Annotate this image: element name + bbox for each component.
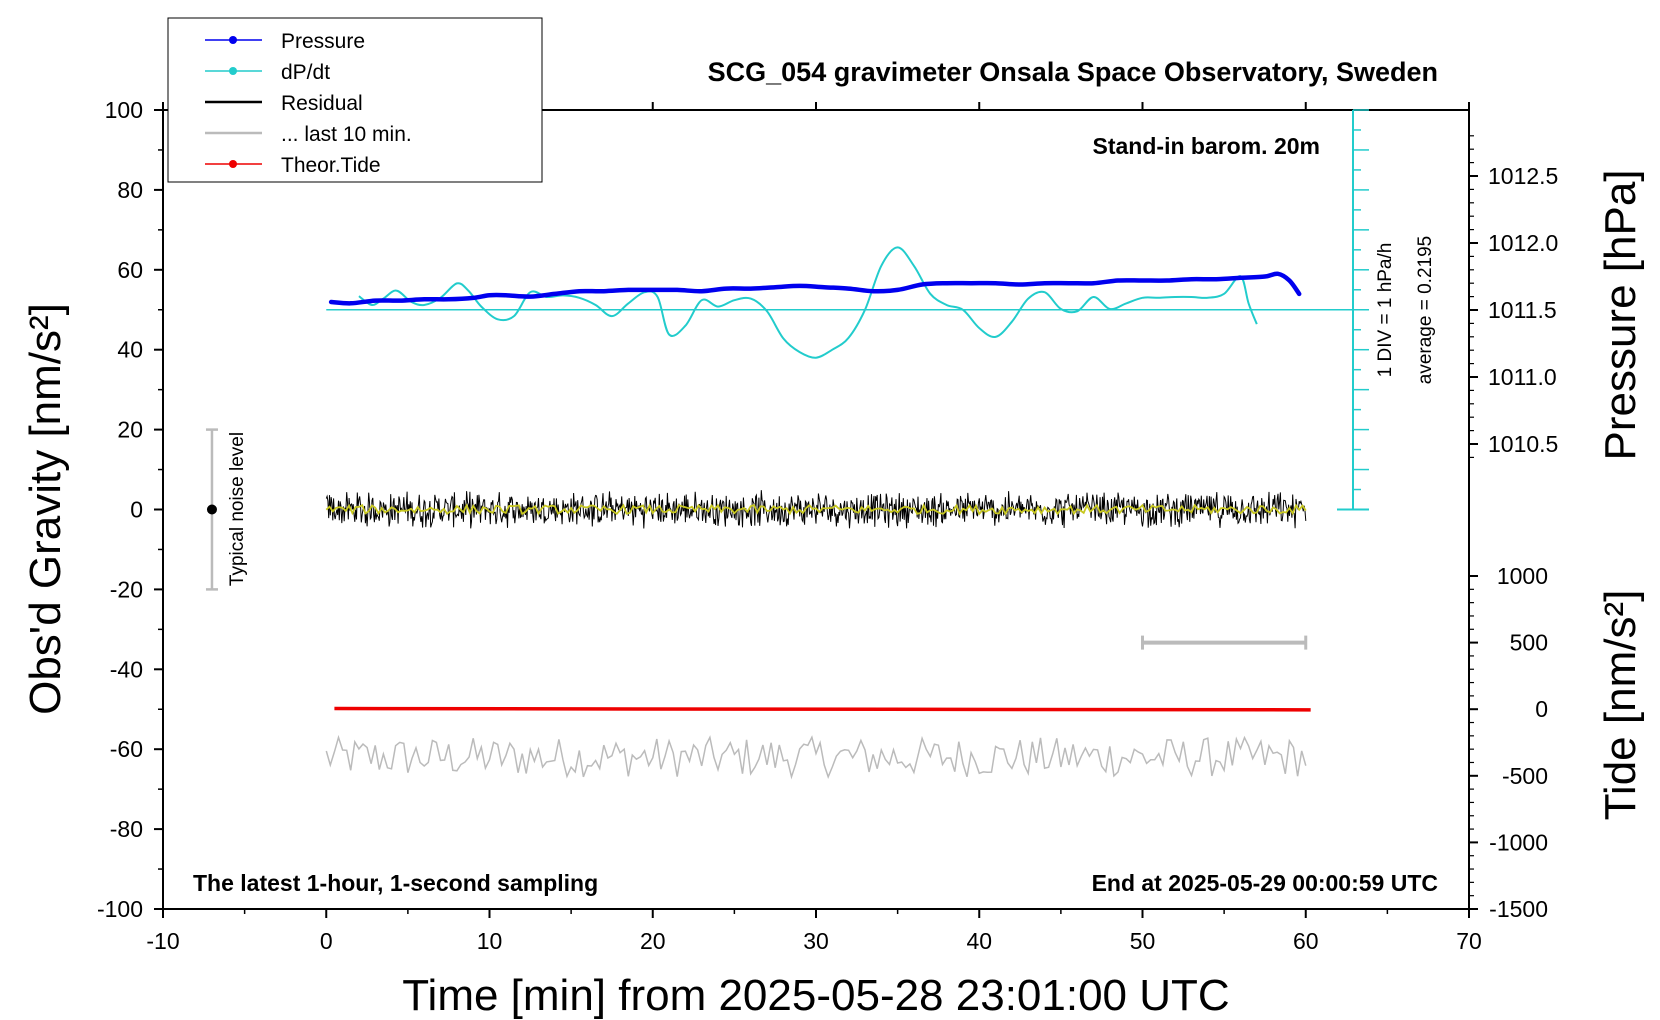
legend-marker [229, 36, 237, 44]
y-tick-label: -100 [97, 896, 143, 922]
y-tick-label: 40 [117, 337, 143, 363]
x-tick-label: 0 [320, 928, 333, 954]
pressure-axis-label: Pressure [hPa] [1596, 169, 1645, 460]
x-axis-label: Time [min] from 2025-05-28 23:01:00 UTC [402, 971, 1229, 1020]
pressure-series [328, 271, 1302, 306]
noise-level-dot [206, 504, 217, 515]
y-tick-label: -80 [110, 816, 143, 842]
tide-tick-label: 500 [1510, 630, 1548, 656]
residual-smoothed-series [325, 503, 1307, 516]
left-y-axis-ticks: -100 -80 -60 -40 -20 0 20 40 60 80 100 [97, 97, 163, 922]
tide-tick-label: -1500 [1489, 896, 1548, 922]
dpdt-series [358, 246, 1258, 359]
y-tick-label: 60 [117, 257, 143, 283]
legend-label: Residual [281, 92, 363, 115]
theor-tide-series [334, 706, 1311, 712]
pressure-tick-label: 1012.5 [1488, 163, 1558, 189]
x-axis-ticks: -10 0 10 20 30 40 50 60 70 [146, 102, 1482, 954]
tide-tick-label: -500 [1502, 763, 1548, 789]
end-time-note: End at 2025-05-29 00:00:59 UTC [1092, 870, 1438, 896]
x-tick-label: 10 [477, 928, 503, 954]
tide-tick-label: 1000 [1497, 563, 1548, 589]
y-tick-label: 20 [117, 417, 143, 443]
legend-label: Pressure [281, 30, 365, 53]
tide-axis-ticks: -1500 -1000 -500 0 500 1000 [1469, 563, 1548, 922]
y-tick-label: -60 [110, 736, 143, 762]
pressure-axis-ticks: 1010.5 1011.0 1011.5 1012.0 1012.5 [1469, 135, 1558, 458]
data-series [205, 246, 1355, 780]
x-tick-label: 60 [1293, 928, 1319, 954]
y-tick-label: -40 [110, 656, 143, 682]
x-tick-label: 20 [640, 928, 666, 954]
chart-title: SCG_054 gravimeter Onsala Space Observat… [708, 57, 1438, 87]
x-tick-label: 70 [1456, 928, 1482, 954]
tide-axis-label: Tide [nm/s²] [1596, 590, 1645, 821]
legend-marker [229, 160, 237, 168]
sampling-note: The latest 1-hour, 1-second sampling [193, 870, 598, 896]
y-tick-label: 100 [105, 97, 143, 123]
residual-series [325, 490, 1307, 529]
pressure-tick-label: 1012.0 [1488, 230, 1558, 256]
legend-label: ... last 10 min. [281, 123, 412, 146]
legend-marker [229, 67, 237, 75]
noise-level-label: Typical noise level [227, 432, 248, 586]
div-scale-note: 1 DIV = 1 hPa/h [1375, 243, 1396, 378]
y-tick-label: 0 [130, 497, 143, 523]
x-tick-label: 40 [966, 928, 992, 954]
last-10-min-series [325, 734, 1307, 780]
pressure-tick-label: 1011.5 [1488, 297, 1557, 323]
average-note: average = 0.2195 [1415, 236, 1436, 384]
barometer-note: Stand-in barom. 20m [1093, 133, 1320, 159]
pressure-tick-label: 1011.0 [1488, 364, 1557, 390]
legend-label: dP/dt [281, 61, 330, 84]
x-tick-label: 50 [1130, 928, 1156, 954]
y-tick-label: 80 [117, 177, 143, 203]
x-tick-label: 30 [803, 928, 829, 954]
legend: Pressure dP/dt Residual ... last 10 min. The… [167, 17, 543, 183]
legend-label: Theor.Tide [281, 154, 381, 177]
y-tick-label: -20 [110, 576, 143, 602]
left-y-axis-label: Obs'd Gravity [nm/s²] [21, 303, 70, 715]
tide-tick-label: -1000 [1489, 829, 1548, 855]
legend-box [167, 17, 543, 183]
x-tick-label: -10 [146, 928, 179, 954]
tide-tick-label: 0 [1535, 696, 1548, 722]
pressure-tick-label: 1010.5 [1488, 431, 1558, 457]
